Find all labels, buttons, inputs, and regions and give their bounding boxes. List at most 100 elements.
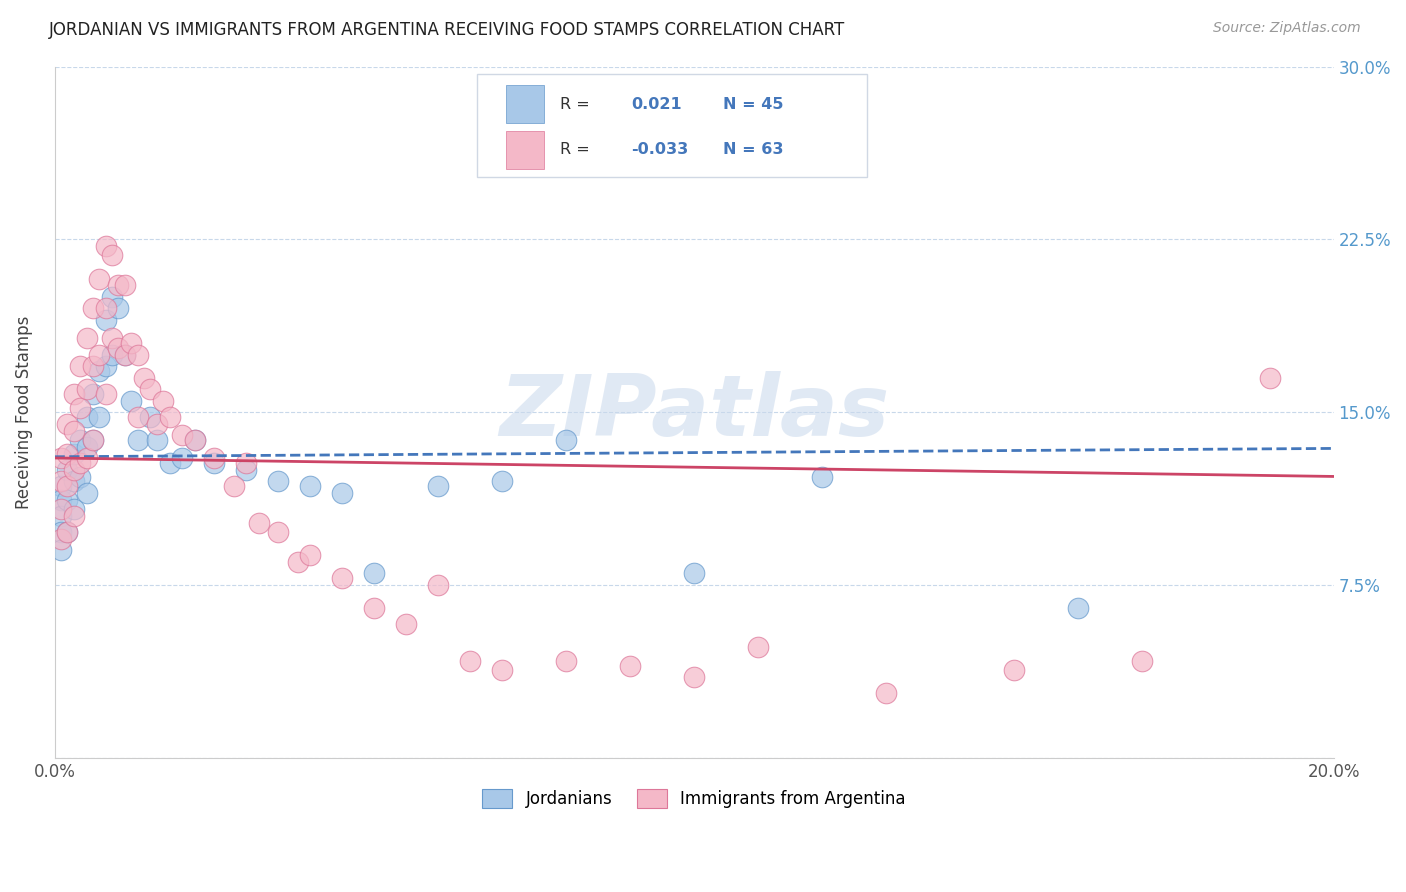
Point (89, 347, 111, 361)
Point (56, 479, 79, 493)
Point (139, 409, 162, 424)
Point (491, 474, 513, 488)
Point (62, 424, 84, 438)
Point (94, 386, 117, 401)
Legend: Jordanians, Immigrants from Argentina: Jordanians, Immigrants from Argentina (475, 782, 912, 815)
Point (1258, 370, 1281, 384)
Point (172, 451, 194, 466)
Point (49, 508, 72, 523)
Point (1002, 663, 1025, 677)
Point (107, 278, 129, 293)
Point (114, 347, 136, 361)
Point (127, 347, 149, 361)
Point (49, 474, 72, 488)
Point (683, 670, 706, 684)
Text: R =: R = (560, 142, 589, 157)
Point (811, 469, 834, 483)
Point (49, 479, 72, 493)
Point (76, 440, 98, 454)
Point (299, 548, 322, 562)
Point (152, 393, 174, 408)
Point (62, 386, 84, 401)
Point (82, 433, 104, 447)
Point (76, 382, 98, 396)
Point (619, 658, 641, 673)
Text: ZIPatlas: ZIPatlas (499, 370, 889, 454)
Point (62, 447, 84, 461)
Point (49, 532, 72, 546)
Text: N = 63: N = 63 (724, 142, 785, 157)
Point (82, 301, 104, 316)
Point (76, 331, 98, 345)
Point (146, 433, 169, 447)
Point (235, 463, 257, 477)
Point (747, 640, 769, 654)
Point (94, 313, 117, 327)
FancyBboxPatch shape (506, 85, 544, 123)
Point (235, 456, 257, 470)
Point (159, 456, 181, 470)
Point (89, 364, 111, 378)
Point (49, 492, 72, 507)
Point (159, 409, 181, 424)
Point (202, 451, 225, 466)
Point (69, 456, 91, 470)
Point (76, 451, 98, 466)
Text: Source: ZipAtlas.com: Source: ZipAtlas.com (1213, 21, 1361, 36)
Point (202, 456, 225, 470)
Point (49, 451, 72, 466)
Point (139, 382, 162, 396)
Point (101, 290, 124, 304)
Point (222, 479, 245, 493)
Point (1067, 601, 1090, 615)
Point (114, 278, 136, 293)
Text: JORDANIAN VS IMMIGRANTS FROM ARGENTINA RECEIVING FOOD STAMPS CORRELATION CHART: JORDANIAN VS IMMIGRANTS FROM ARGENTINA R… (49, 21, 845, 39)
Point (56, 524, 79, 539)
Point (555, 654, 578, 668)
Point (287, 555, 309, 569)
Text: 0.021: 0.021 (631, 96, 682, 112)
Point (62, 508, 84, 523)
Point (69, 469, 91, 483)
FancyBboxPatch shape (506, 130, 544, 169)
Point (76, 485, 98, 500)
Point (299, 479, 322, 493)
Point (49, 501, 72, 516)
Point (62, 474, 84, 488)
Point (184, 433, 207, 447)
Point (82, 386, 104, 401)
Point (82, 433, 104, 447)
Point (114, 347, 136, 361)
Point (491, 663, 513, 677)
Text: R =: R = (560, 96, 589, 112)
Point (56, 492, 79, 507)
Point (89, 409, 111, 424)
Point (363, 601, 385, 615)
Point (94, 239, 117, 253)
Point (101, 248, 124, 262)
Point (875, 686, 897, 700)
Point (427, 479, 450, 493)
Point (49, 524, 72, 539)
Point (94, 359, 117, 373)
Point (184, 433, 207, 447)
Point (56, 447, 79, 461)
Point (132, 370, 155, 384)
Point (120, 336, 142, 351)
Point (62, 501, 84, 516)
Point (49, 543, 72, 558)
FancyBboxPatch shape (477, 73, 866, 178)
Point (101, 331, 124, 345)
Point (172, 428, 194, 442)
Point (69, 401, 91, 415)
Point (107, 341, 129, 355)
Point (56, 524, 79, 539)
Point (267, 524, 290, 539)
Point (247, 516, 270, 530)
Point (330, 485, 353, 500)
Text: N = 45: N = 45 (724, 96, 785, 112)
Point (107, 301, 129, 316)
Point (76, 409, 98, 424)
Point (69, 433, 91, 447)
Point (1130, 654, 1153, 668)
